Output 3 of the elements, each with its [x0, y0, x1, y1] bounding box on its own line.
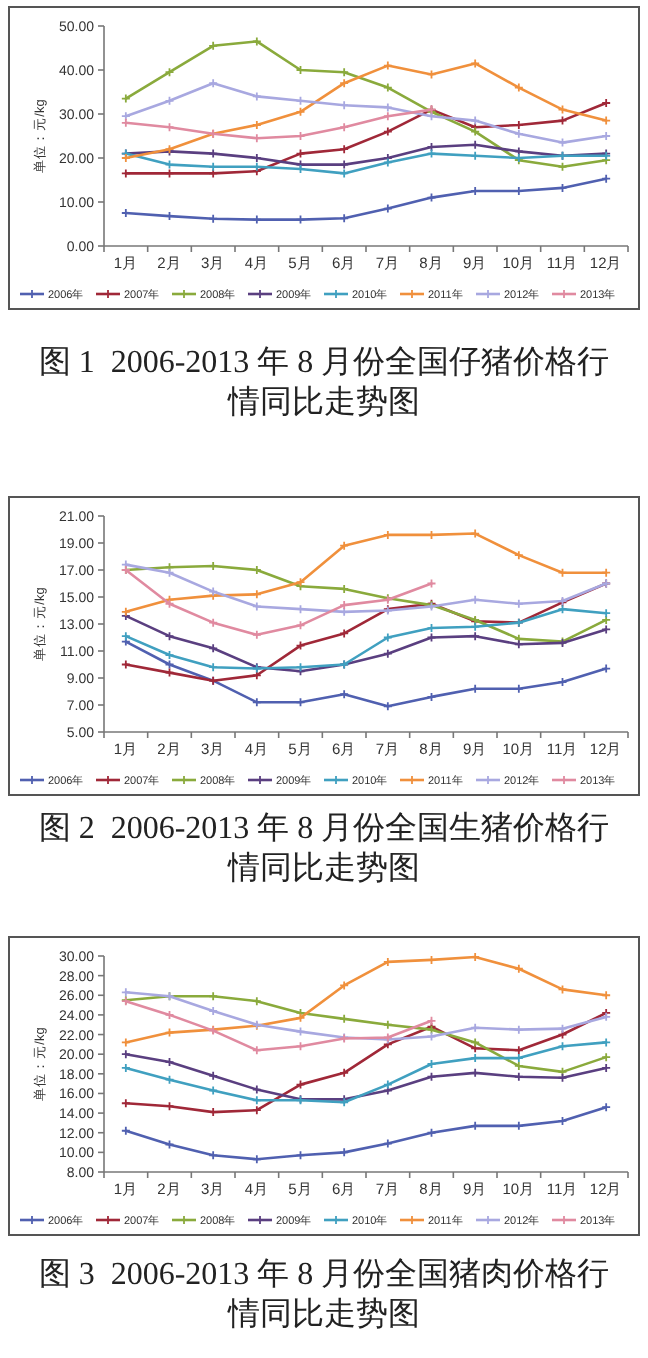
text: 图 3 2006-2013 年 8 月份全国猪肉价格行情同比走势图 [36, 1256, 612, 1336]
text: 图 2 2006-2013 年 8 月份全国生猪价格行情同比走势图 [36, 810, 612, 890]
text: 图 1 2006-2013 年 8 月份全国仔猪价格行情同比走势图 [36, 344, 612, 424]
